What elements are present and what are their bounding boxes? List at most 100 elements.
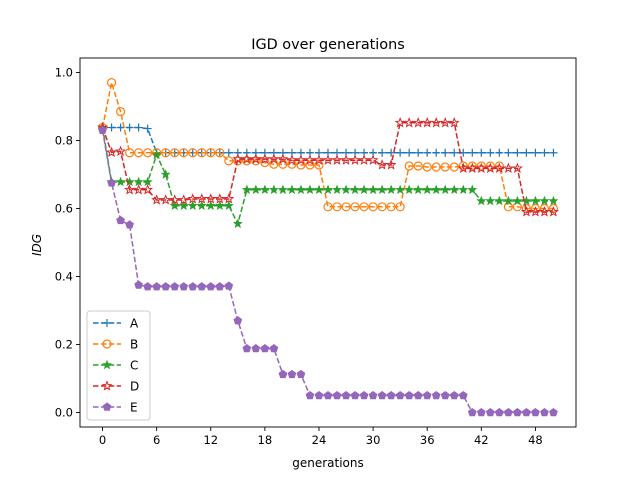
series-c-point xyxy=(386,184,397,195)
series-a-point xyxy=(116,123,125,132)
series-e-point xyxy=(449,390,459,400)
series-c-point xyxy=(151,149,162,159)
series-e-point xyxy=(206,282,216,291)
series-c-point xyxy=(295,184,306,195)
series-e-point xyxy=(504,407,513,417)
series-d-point xyxy=(106,146,118,158)
series-b-point xyxy=(242,156,252,166)
series-c-point xyxy=(503,195,514,206)
legend-label: D xyxy=(130,380,139,394)
series-b-point xyxy=(341,202,351,212)
series-b-point xyxy=(368,202,378,212)
series-e-point xyxy=(260,344,270,353)
series-c-point xyxy=(314,184,324,195)
series-d xyxy=(97,117,559,217)
series-d-point xyxy=(304,154,316,165)
series-d-point xyxy=(151,194,163,205)
series-b-point xyxy=(170,148,180,158)
series-e-point xyxy=(350,390,360,400)
series-e-point xyxy=(134,280,143,289)
series-b-point xyxy=(115,106,126,117)
series-a-point xyxy=(378,148,387,157)
series-d-point xyxy=(547,206,559,217)
series-d-point xyxy=(448,117,460,128)
series-d-point xyxy=(124,184,136,195)
series-e-point xyxy=(540,407,549,417)
y-tick-label: 0.8 xyxy=(55,133,73,147)
series-e-point xyxy=(278,369,288,379)
series-c-point xyxy=(476,195,487,206)
series-e-point xyxy=(368,390,378,400)
series-d-point xyxy=(322,154,334,165)
series-d-point xyxy=(511,162,523,174)
y-tick-label: 1.0 xyxy=(55,65,73,79)
series-e-point xyxy=(107,178,116,187)
series-e-point xyxy=(476,407,486,417)
series-d-point xyxy=(286,154,298,165)
series-e-point xyxy=(513,407,522,417)
series-e-point xyxy=(458,390,468,400)
series-e-point xyxy=(386,390,396,400)
series-b-point xyxy=(386,202,396,212)
series-a-point xyxy=(522,148,531,157)
series-b-point xyxy=(350,202,360,212)
x-tick-label: 42 xyxy=(474,433,489,447)
y-tick-label: 0.0 xyxy=(55,406,73,420)
series-d-point xyxy=(214,193,226,204)
series-e-point xyxy=(161,282,171,291)
series-c-point xyxy=(214,200,225,210)
series-d-point xyxy=(223,193,235,204)
series-d-point xyxy=(502,162,514,174)
series-b-point xyxy=(422,162,432,172)
series-e-point xyxy=(287,369,297,379)
series-b-line xyxy=(101,82,554,210)
series-c-point xyxy=(205,200,216,210)
series-c-point xyxy=(530,195,541,206)
series-a-point xyxy=(143,124,152,133)
series-c-point xyxy=(350,184,361,195)
series-b-point xyxy=(215,148,225,158)
series-c-point xyxy=(187,200,198,210)
series-d-point xyxy=(313,154,325,165)
series-c-point xyxy=(485,195,496,206)
series-c-point xyxy=(341,184,352,195)
series-e-point xyxy=(224,281,234,290)
series-e-point xyxy=(323,390,333,400)
series-a-point xyxy=(540,148,549,157)
legend-marker xyxy=(102,402,112,411)
series-c-point xyxy=(512,195,523,206)
series-e-point xyxy=(531,407,540,417)
series-a-point xyxy=(477,148,486,157)
x-tick-label: 12 xyxy=(203,433,218,447)
series-d-point xyxy=(475,162,487,174)
series-e-point xyxy=(494,407,504,417)
series-d-point xyxy=(484,162,496,174)
series-b-point xyxy=(206,148,216,158)
x-tick-label: 24 xyxy=(312,433,327,447)
series-c-point xyxy=(115,176,126,187)
series-b-point xyxy=(413,161,423,171)
series-e-point xyxy=(314,390,324,400)
series-d-point xyxy=(115,145,127,157)
series-e-point xyxy=(332,390,342,400)
series-c-point xyxy=(277,184,288,195)
series-a-point xyxy=(450,148,459,157)
series-e-point xyxy=(377,390,387,400)
series-d-point xyxy=(295,154,307,165)
series-a-point xyxy=(549,148,558,157)
legend-item-c: C xyxy=(93,359,138,373)
series-e-point xyxy=(359,390,369,400)
series-c-point xyxy=(196,200,207,210)
series-e-point xyxy=(179,282,189,291)
series-c-point xyxy=(286,184,297,195)
x-tick-label: 30 xyxy=(366,433,381,447)
series-d-point xyxy=(250,153,262,164)
series-e-point xyxy=(440,390,450,400)
series-d-point xyxy=(376,159,388,170)
series-b-point xyxy=(359,202,369,212)
series-c-point xyxy=(440,184,451,195)
series-b-point xyxy=(233,156,243,166)
series-b-point xyxy=(431,162,441,172)
legend-label: E xyxy=(130,401,138,415)
